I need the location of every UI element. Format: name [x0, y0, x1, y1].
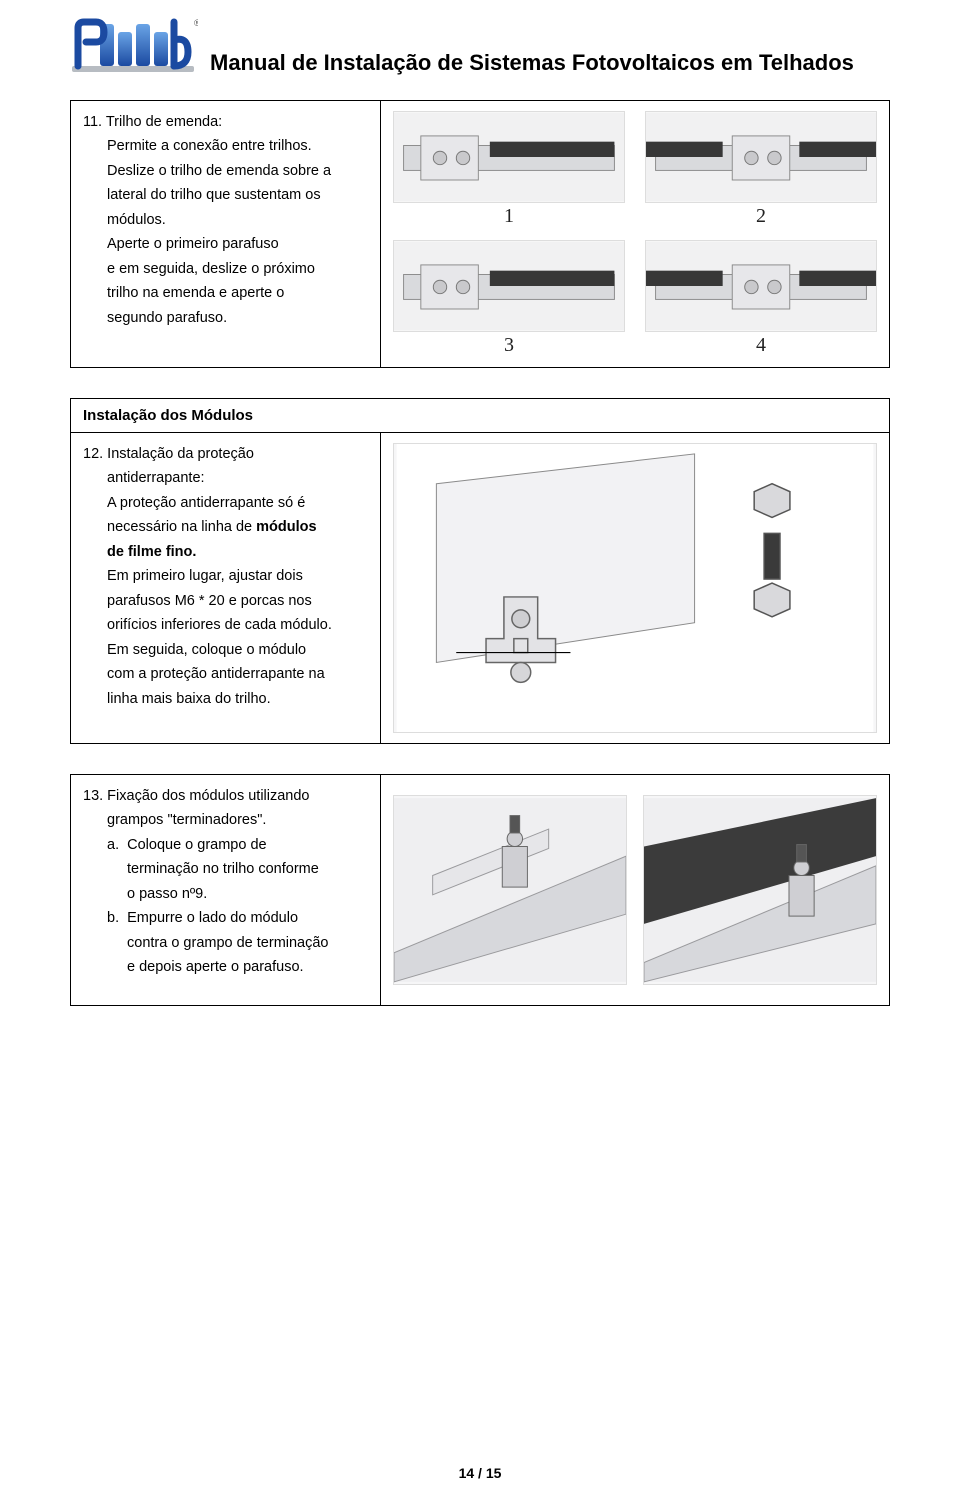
- step-13-item-a: a. Coloque o grampo de: [83, 834, 368, 856]
- step-13-item-b: b. Empurre o lado do módulo: [83, 907, 368, 929]
- figure-label: 3: [393, 334, 625, 357]
- step-11-figure-2: [645, 111, 877, 203]
- step-13-figure-b: [643, 795, 877, 985]
- page-title: Manual de Instalação de Sistemas Fotovol…: [210, 50, 854, 76]
- step-12-line: linha mais baixa do trilho.: [83, 688, 368, 710]
- step-11-line: trilho na emenda e aperte o: [83, 282, 368, 304]
- step-12-line: Em seguida, coloque o módulo: [83, 639, 368, 661]
- step-11-line: Permite a conexão entre trilhos.: [83, 135, 368, 157]
- step-12-line: orifícios inferiores de cada módulo.: [83, 614, 368, 636]
- step-13-subheading: grampos "terminadores".: [83, 809, 368, 831]
- step-12-line: parafusos M6 * 20 e porcas nos: [83, 590, 368, 612]
- svg-text:®: ®: [194, 18, 198, 28]
- page-header: ® Manual de Instalação de Sistemas Fotov…: [70, 18, 890, 78]
- step-12-line: de filme fino.: [83, 541, 368, 563]
- step-13-line: e depois aperte o parafuso.: [83, 956, 368, 978]
- step-13-text: 13. Fixação dos módulos utilizando gramp…: [71, 775, 381, 1005]
- step-13-box: 13. Fixação dos módulos utilizando gramp…: [70, 774, 890, 1006]
- step-12-figure: [393, 443, 877, 733]
- step-11-figure-area: 1: [381, 101, 889, 367]
- step-11-figure-4: [645, 240, 877, 332]
- step-13-heading: 13. Fixação dos módulos utilizando: [83, 785, 368, 807]
- figure-label: 4: [645, 334, 877, 357]
- step-12-line: com a proteção antiderrapante na: [83, 663, 368, 685]
- step-11-line: Aperte o primeiro parafuso: [83, 233, 368, 255]
- step-11-text: 11. Trilho de emenda: Permite a conexão …: [71, 101, 381, 367]
- step-11-line: módulos.: [83, 209, 368, 231]
- step-12-figure-area: [381, 433, 889, 743]
- step-11-line: lateral do trilho que sustentam os: [83, 184, 368, 206]
- step-11-line: Deslize o trilho de emenda sobre a: [83, 160, 368, 182]
- step-12-line: necessário na linha de módulos: [83, 516, 368, 538]
- modules-heading: Instalação dos Módulos: [71, 399, 889, 433]
- step-12-text: 12. Instalação da proteção antiderrapant…: [71, 433, 381, 743]
- step-11-figure-3: [393, 240, 625, 332]
- brand-logo: ®: [70, 18, 198, 78]
- step-12-subheading: antiderrapante:: [83, 467, 368, 489]
- step-11-figure-1: [393, 111, 625, 203]
- step-12-line: Em primeiro lugar, ajustar dois: [83, 565, 368, 587]
- step-13-figure-a: [393, 795, 627, 985]
- step-12-heading: 12. Instalação da proteção: [83, 443, 368, 465]
- step-12-line: A proteção antiderrapante só é: [83, 492, 368, 514]
- step-13-line: terminação no trilho conforme: [83, 858, 368, 880]
- figure-label: 2: [645, 205, 877, 228]
- step-11-box: 11. Trilho de emenda: Permite a conexão …: [70, 100, 890, 368]
- step-13-line: contra o grampo de terminação: [83, 932, 368, 954]
- step-13-line: o passo nº9.: [83, 883, 368, 905]
- step-11-line: e em seguida, deslize o próximo: [83, 258, 368, 280]
- step-11-heading: 11. Trilho de emenda:: [83, 111, 368, 133]
- step-13-figure-area: [381, 775, 889, 1005]
- page-number: 14 / 15: [0, 1465, 960, 1481]
- step-11-line: segundo parafuso.: [83, 307, 368, 329]
- figure-label: 1: [393, 205, 625, 228]
- step-12-box: Instalação dos Módulos 12. Instalação da…: [70, 398, 890, 744]
